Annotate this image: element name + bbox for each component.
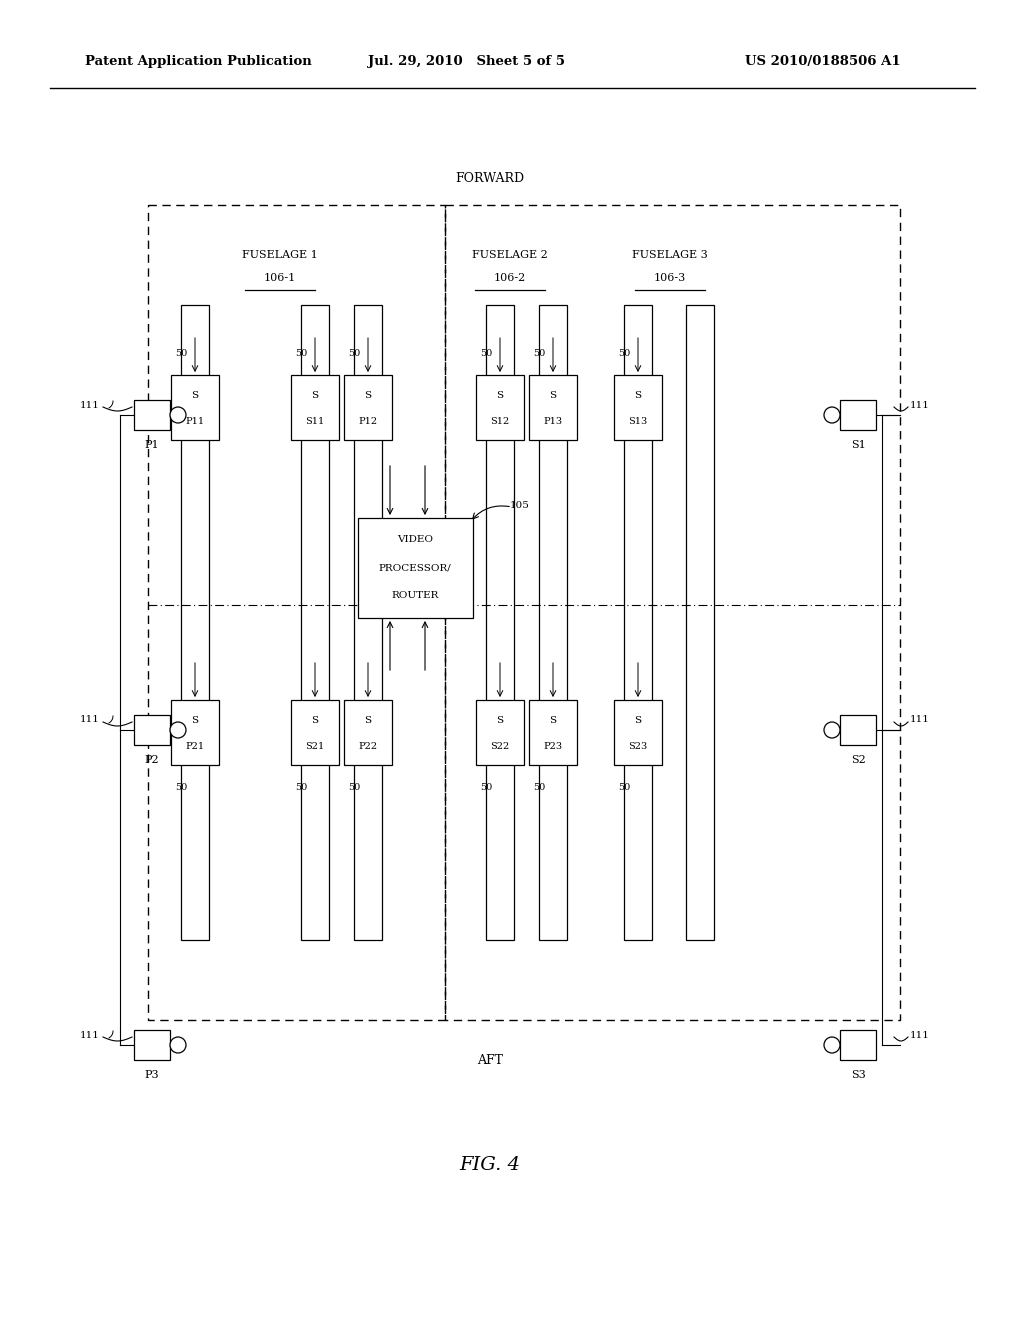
Circle shape [170, 1038, 186, 1053]
Text: S: S [497, 391, 504, 400]
Text: P2: P2 [144, 755, 160, 766]
Text: 106-2: 106-2 [494, 273, 526, 282]
Text: ROUTER: ROUTER [391, 591, 438, 601]
Text: FUSELAGE 1: FUSELAGE 1 [242, 249, 317, 260]
Text: Patent Application Publication: Patent Application Publication [85, 55, 311, 69]
Text: S: S [311, 391, 318, 400]
Text: AFT: AFT [477, 1053, 503, 1067]
Text: VIDEO: VIDEO [397, 536, 433, 544]
Text: 50: 50 [175, 783, 187, 792]
Text: S: S [497, 717, 504, 725]
Bar [529, 375, 577, 440]
Bar [624, 305, 652, 940]
Text: S: S [550, 391, 557, 400]
Bar [134, 715, 170, 744]
Circle shape [170, 407, 186, 422]
Bar [291, 375, 339, 440]
Text: 111: 111 [80, 715, 100, 725]
Text: 50: 50 [295, 348, 307, 358]
Text: 50: 50 [617, 348, 630, 358]
Circle shape [824, 1038, 840, 1053]
Text: P21: P21 [185, 742, 205, 751]
Text: 50: 50 [532, 783, 545, 792]
Bar [614, 375, 662, 440]
Text: US 2010/0188506 A1: US 2010/0188506 A1 [745, 55, 901, 69]
Bar [301, 305, 329, 940]
Text: 111: 111 [80, 400, 100, 409]
Bar [686, 305, 714, 940]
Text: S21: S21 [305, 742, 325, 751]
Text: P3: P3 [144, 1071, 160, 1080]
Text: 106-3: 106-3 [654, 273, 686, 282]
Text: S3: S3 [851, 1071, 865, 1080]
Bar [134, 400, 170, 430]
Text: 50: 50 [348, 783, 360, 792]
Bar [134, 1030, 170, 1060]
Text: S11: S11 [305, 417, 325, 426]
Text: Jul. 29, 2010   Sheet 5 of 5: Jul. 29, 2010 Sheet 5 of 5 [368, 55, 565, 69]
Text: S: S [191, 391, 199, 400]
Text: 50: 50 [532, 348, 545, 358]
Text: S2: S2 [851, 755, 865, 766]
Text: PROCESSOR/: PROCESSOR/ [379, 564, 452, 573]
Text: FORWARD: FORWARD [456, 172, 524, 185]
Text: FUSELAGE 3: FUSELAGE 3 [632, 249, 708, 260]
Text: 50: 50 [480, 783, 493, 792]
Bar [354, 305, 382, 940]
Text: 50: 50 [480, 348, 493, 358]
Text: P11: P11 [185, 417, 205, 426]
Text: 105: 105 [510, 500, 529, 510]
Bar [840, 1030, 876, 1060]
Text: FUSELAGE 2: FUSELAGE 2 [472, 249, 548, 260]
Text: 106-1: 106-1 [264, 273, 296, 282]
Text: S: S [311, 717, 318, 725]
Text: S13: S13 [629, 417, 647, 426]
Bar [357, 517, 472, 618]
Bar [171, 375, 219, 440]
Text: S: S [365, 391, 372, 400]
Text: P22: P22 [358, 742, 378, 751]
Text: 50: 50 [295, 783, 307, 792]
Text: 111: 111 [910, 715, 930, 725]
Text: S: S [191, 717, 199, 725]
Text: 50: 50 [175, 348, 187, 358]
Text: S: S [365, 717, 372, 725]
Circle shape [824, 407, 840, 422]
Text: 50: 50 [617, 783, 630, 792]
Text: S12: S12 [490, 417, 510, 426]
Bar [181, 305, 209, 940]
Text: 111: 111 [910, 1031, 930, 1040]
Bar [291, 700, 339, 766]
Text: P23: P23 [544, 742, 562, 751]
Text: 111: 111 [910, 400, 930, 409]
Bar [476, 375, 524, 440]
Text: S: S [635, 391, 642, 400]
Text: S: S [550, 717, 557, 725]
Circle shape [824, 722, 840, 738]
Bar [840, 715, 876, 744]
Text: 111: 111 [80, 1031, 100, 1040]
Circle shape [170, 722, 186, 738]
Text: S22: S22 [490, 742, 510, 751]
Bar [171, 700, 219, 766]
Text: S: S [635, 717, 642, 725]
Bar [614, 700, 662, 766]
Text: P12: P12 [358, 417, 378, 426]
Text: P1: P1 [144, 440, 160, 450]
Text: S23: S23 [629, 742, 647, 751]
Text: P13: P13 [544, 417, 562, 426]
Bar [344, 700, 392, 766]
Bar [529, 700, 577, 766]
Text: 50: 50 [348, 348, 360, 358]
Bar [344, 375, 392, 440]
Bar [476, 700, 524, 766]
Bar [840, 400, 876, 430]
Bar [486, 305, 514, 940]
Text: S1: S1 [851, 440, 865, 450]
Text: FIG. 4: FIG. 4 [460, 1156, 520, 1173]
Bar [539, 305, 567, 940]
